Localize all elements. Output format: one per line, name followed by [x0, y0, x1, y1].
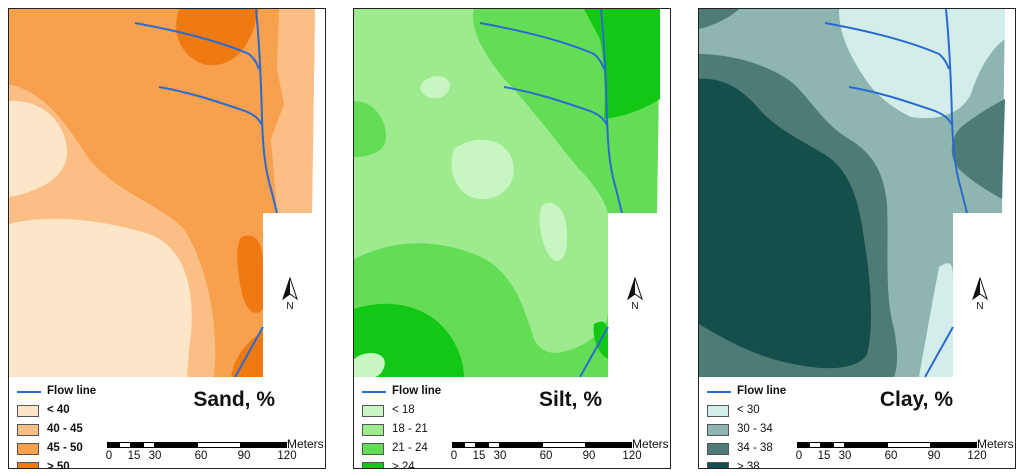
- sand-zone-above-50-bottom: [237, 235, 263, 313]
- clay-legend: Flow line < 30 30 - 34 34 - 38 > 38: [704, 383, 864, 468]
- silt-zone-below-18-top: [420, 76, 450, 99]
- silt-map: [354, 9, 660, 378]
- clay-flow-line-branch1: [824, 22, 950, 70]
- sand-map-title: Sand, %: [193, 388, 275, 411]
- legend-class-2: 30 - 34: [704, 421, 864, 440]
- sand-zone-below-40-bottom: [9, 218, 192, 377]
- clay-flow-line-main: [945, 9, 968, 214]
- legend-class-1: < 18: [359, 402, 519, 421]
- north-arrow-icon: [282, 276, 298, 301]
- silt-map-panel: N Flow line < 18 18 - 21 21 - 24 > 24 Si…: [353, 8, 671, 469]
- sand-map-panel: N Flow line < 40 40 - 45 45 - 50 > 50 Sa…: [8, 8, 326, 469]
- sand-flow-line-branch1: [134, 22, 260, 70]
- silt-zone-below-18-center: [451, 139, 514, 199]
- silt-zone-21-24-left: [354, 101, 386, 157]
- legend-class-2: 40 - 45: [14, 421, 174, 440]
- north-arrow: N: [280, 276, 300, 317]
- silt-map-title: Silt, %: [538, 388, 602, 411]
- north-label: N: [631, 301, 639, 312]
- scale-bar: 0 15 30 60 90 120 Meters: [105, 437, 324, 462]
- clay-zone-34-38-right: [951, 99, 1005, 199]
- north-label: N: [976, 301, 984, 312]
- legend-flow-line: Flow line: [14, 383, 174, 402]
- legend-class-2: 18 - 21: [359, 421, 519, 440]
- sand-zone-above-50-top: [176, 9, 259, 66]
- legend-class-4: > 38: [704, 459, 864, 468]
- sand-legend: Flow line < 40 40 - 45 45 - 50 > 50: [14, 383, 174, 468]
- silt-flow-line-branch1: [479, 22, 605, 70]
- silt-flow-line-main: [600, 9, 623, 214]
- legend-class-1: < 30: [704, 402, 864, 421]
- scale-unit: Meters: [632, 437, 669, 451]
- legend-class-3: 21 - 24: [359, 440, 519, 459]
- clay-map-title: Clay, %: [879, 388, 953, 411]
- sand-flow-line-south: [234, 326, 264, 378]
- legend-class-1: < 40: [14, 402, 174, 421]
- clay-zone-below-30-top: [839, 9, 1005, 119]
- silt-flow-line-branch2: [503, 86, 608, 126]
- clay-flow-line-branch2: [848, 86, 953, 126]
- sand-map: [9, 9, 315, 378]
- scale-unit: Meters: [287, 437, 324, 451]
- clay-flow-line-south: [924, 326, 954, 378]
- legend-class-4: > 24: [359, 459, 519, 468]
- north-label: N: [286, 301, 294, 312]
- north-arrow: N: [970, 276, 990, 317]
- sand-zone-below-40-left: [9, 100, 68, 197]
- scale-bar: 0 15 30 60 90 120 Meters: [450, 437, 669, 462]
- sand-flow-line-main: [255, 9, 278, 214]
- sand-flow-line-branch2: [158, 86, 263, 126]
- legend-flow-line: Flow line: [359, 383, 519, 402]
- scale-unit: Meters: [977, 437, 1014, 451]
- silt-flow-line-south: [579, 326, 609, 378]
- clay-map-panel: N Flow line < 30 30 - 34 34 - 38 > 38 Cl…: [698, 8, 1016, 469]
- clay-zone-below-30-bottom: [919, 263, 953, 377]
- silt-zone-below-18-bottom: [354, 353, 385, 377]
- north-arrow-icon: [627, 276, 643, 301]
- clay-zone-34-38-top: [699, 9, 739, 29]
- north-arrow-icon: [972, 276, 988, 301]
- legend-class-3: 34 - 38: [704, 440, 864, 459]
- north-arrow: N: [625, 276, 645, 317]
- legend-flow-line: Flow line: [704, 383, 864, 402]
- silt-legend: Flow line < 18 18 - 21 21 - 24 > 24: [359, 383, 519, 468]
- legend-class-4: > 50: [14, 459, 174, 468]
- scale-bar: 0 15 30 60 90 120 Meters: [795, 437, 1014, 462]
- sand-zone-40-45-right: [277, 9, 315, 213]
- silt-zone-below-18-right: [539, 202, 568, 262]
- clay-map: [699, 9, 1005, 378]
- clay-zone-above-38: [699, 78, 871, 369]
- legend-class-3: 45 - 50: [14, 440, 174, 459]
